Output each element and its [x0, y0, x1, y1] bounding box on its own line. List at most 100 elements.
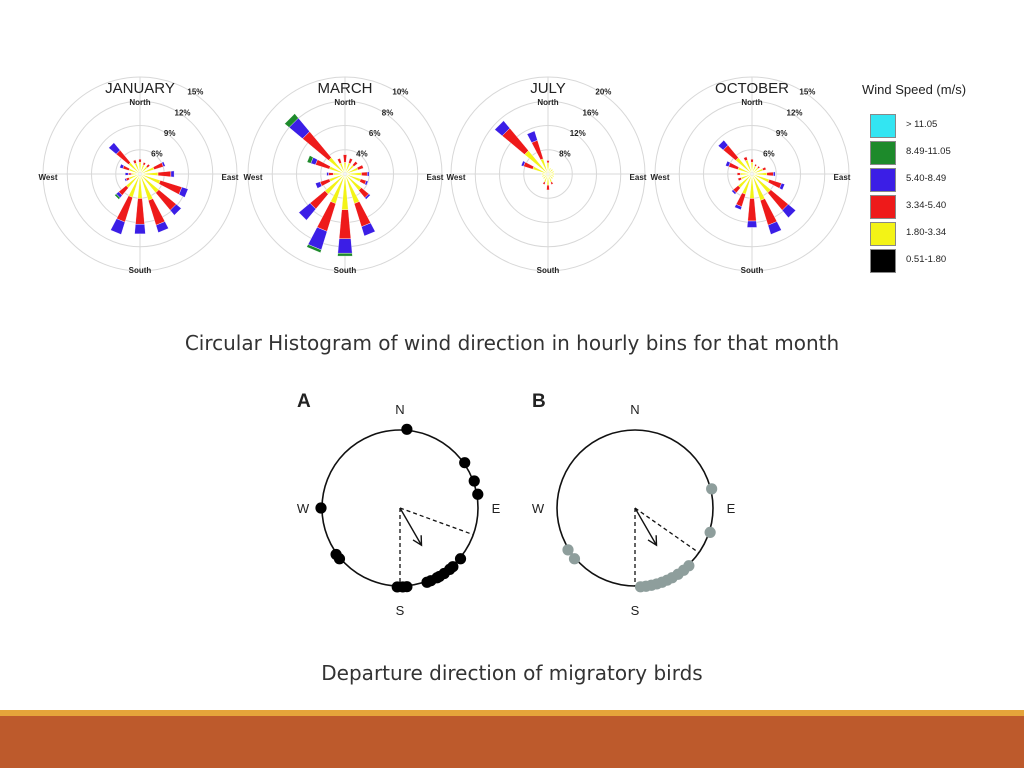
rose-bar-segment — [734, 204, 743, 211]
rose-bar-segment — [132, 159, 137, 164]
rose-bar-segment — [548, 174, 554, 180]
rose-bar-segment — [346, 172, 362, 176]
departure-point — [634, 581, 647, 593]
rose-label-south: South — [129, 266, 152, 275]
rose-bar-segment — [773, 171, 776, 177]
departure-point — [562, 544, 574, 556]
rose-bar-segment — [541, 173, 547, 175]
rose-bar-segment — [124, 178, 128, 182]
rose-bar-segment — [161, 161, 166, 167]
rose-bar-segment — [343, 154, 347, 163]
rose-bar-segment — [353, 201, 371, 228]
rose-bar-segment — [119, 163, 125, 169]
rose-bar-segment — [367, 171, 370, 177]
rose-bar-segment — [155, 221, 169, 233]
rose-bar-segment — [550, 181, 554, 185]
departure-point — [454, 553, 467, 565]
compass-north: N — [395, 402, 404, 417]
legend-swatch — [870, 249, 896, 273]
rose-ring-label: 6% — [369, 129, 381, 138]
wind-rose-october: OCTOBER North South East West 6% 9% 12% 15% — [647, 68, 857, 283]
departure-panel-b: B N S E W — [525, 385, 755, 625]
legend-label: 5.40-8.49 — [906, 173, 947, 184]
rose-label-west: West — [39, 173, 58, 182]
footer-accent-line — [0, 710, 1024, 716]
rose-bar-segment — [364, 193, 371, 200]
rose-bar-segment — [731, 189, 737, 195]
rose-bar-segment — [158, 180, 183, 195]
legend-title: Wind Speed (m/s) — [862, 82, 967, 97]
departure-point — [330, 548, 342, 561]
rose-bar-segment — [753, 172, 768, 176]
legend-label: 3.34-5.40 — [906, 200, 947, 211]
rose-bar-segment — [548, 167, 552, 173]
rose-ring-label: 16% — [583, 108, 599, 117]
rose-ring-label: 4% — [356, 149, 368, 158]
rose-bar-segment — [541, 174, 547, 178]
legend-label: > 11.05 — [906, 119, 938, 130]
legend-item: 3.34-5.40 — [870, 195, 1000, 219]
rose-bar-segment — [348, 157, 353, 164]
rose-bar-segment — [110, 218, 126, 235]
rose-bar-segment — [134, 224, 146, 235]
rose-label-west: West — [447, 173, 466, 182]
rose-bar-segment — [757, 165, 761, 169]
departure-point — [459, 457, 471, 469]
rose-bar-segment — [337, 238, 353, 254]
legend-item: 5.40-8.49 — [870, 168, 1000, 192]
rose-bar-segment — [135, 198, 145, 225]
rose-bar-segment — [108, 142, 121, 155]
rose-label-south: South — [741, 266, 764, 275]
compass-east: E — [727, 501, 736, 516]
rose-ring-label: 20% — [595, 88, 611, 97]
rose-bar-segment — [352, 161, 358, 167]
rose-ring-label: 12% — [570, 129, 586, 138]
panel-letter: B — [532, 391, 546, 412]
compass-east: E — [492, 501, 501, 516]
rose-label-north: North — [741, 98, 762, 107]
rose-bar-segment — [750, 162, 754, 173]
rose-label-north: North — [537, 98, 558, 107]
rose-ring-label: 6% — [151, 149, 163, 158]
rose-ring-label: 9% — [164, 129, 176, 138]
rose-title: JANUARY — [105, 80, 175, 97]
rose-bar-segment — [131, 173, 139, 175]
wind-rose-row: JANUARY North South East West 6% 9% 12% 15% MARC… — [30, 68, 1010, 283]
rose-ring-label: 12% — [787, 108, 803, 117]
rose-bar-segment — [549, 173, 555, 175]
rose-title: MARCH — [318, 80, 373, 97]
legend-item: 8.49-11.05 — [870, 141, 1000, 165]
legend-swatch — [870, 114, 896, 138]
departure-panel-a: A N S E W — [290, 385, 520, 625]
rose-bar-segment — [338, 209, 352, 239]
rose-bar-segment — [779, 182, 785, 191]
rose-bar-segment — [356, 164, 364, 171]
wind-rose-july: JULY North South East West 8% 12% 16% 20% — [443, 68, 653, 283]
departure-point — [706, 483, 718, 495]
rose-ring-label: 9% — [776, 129, 788, 138]
rose-label-east: East — [630, 173, 647, 182]
rose-label-east: East — [834, 173, 851, 182]
rose-bar-segment — [526, 130, 538, 143]
rose-bar-segment — [337, 157, 342, 164]
compass-west: W — [297, 501, 310, 516]
rose-bar-segment — [343, 162, 347, 173]
rose-bar-segment — [298, 202, 317, 221]
rose-bar-segment — [157, 170, 172, 178]
rose-label-south: South — [334, 266, 357, 275]
departure-point — [704, 526, 716, 539]
rose-bar-segment — [542, 181, 546, 185]
rose-bar-segment — [138, 162, 142, 173]
rose-ring-label: 15% — [799, 88, 815, 97]
legend-swatch — [870, 222, 896, 246]
legend-item: 1.80-3.34 — [870, 222, 1000, 246]
rose-bar-segment — [116, 195, 133, 223]
rose-bar-segment — [762, 166, 767, 171]
rose-bar-segment — [743, 156, 748, 162]
wind-caption: Circular Histogram of wind direction in … — [184, 331, 840, 355]
rose-ring-label: 10% — [392, 88, 408, 97]
departure-point — [391, 581, 403, 593]
compass-south: S — [631, 603, 640, 618]
